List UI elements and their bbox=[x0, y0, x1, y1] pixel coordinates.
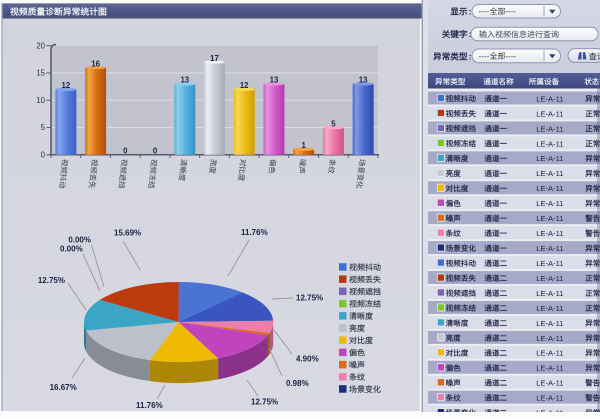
svg-text:LE-A-11: LE-A-11 bbox=[536, 124, 563, 133]
svg-text:12: 12 bbox=[62, 81, 71, 90]
svg-text:1: 1 bbox=[302, 141, 307, 150]
svg-text:----: ---- bbox=[506, 52, 517, 61]
svg-text:10: 10 bbox=[36, 96, 45, 105]
svg-text:12.75%: 12.75% bbox=[251, 398, 278, 407]
svg-text:16.67%: 16.67% bbox=[50, 383, 77, 392]
svg-text:5: 5 bbox=[331, 119, 336, 128]
svg-text::: : bbox=[469, 29, 472, 39]
svg-text:11.76%: 11.76% bbox=[241, 228, 268, 237]
svg-text:----: ---- bbox=[506, 7, 517, 16]
svg-text:4.90%: 4.90% bbox=[296, 355, 319, 364]
svg-text:LE-A-11: LE-A-11 bbox=[536, 229, 563, 238]
svg-text:0: 0 bbox=[123, 147, 128, 156]
svg-text:0: 0 bbox=[41, 150, 46, 159]
svg-text:20: 20 bbox=[36, 41, 45, 50]
svg-text:LE-A-11: LE-A-11 bbox=[536, 139, 563, 148]
svg-text:15: 15 bbox=[36, 69, 45, 78]
svg-text:12: 12 bbox=[240, 81, 249, 90]
svg-text:LE-A-11: LE-A-11 bbox=[536, 334, 563, 343]
svg-text:13: 13 bbox=[359, 76, 368, 85]
svg-text::: : bbox=[469, 51, 472, 61]
svg-text:LE-A-11: LE-A-11 bbox=[536, 319, 563, 328]
svg-text:LE-A-11: LE-A-11 bbox=[536, 154, 563, 163]
svg-text:5: 5 bbox=[41, 123, 46, 132]
svg-text:LE-A-11: LE-A-11 bbox=[536, 244, 563, 253]
svg-text:15.69%: 15.69% bbox=[114, 229, 141, 238]
svg-text:LE-A-11: LE-A-11 bbox=[536, 169, 563, 178]
svg-text:0.98%: 0.98% bbox=[286, 379, 309, 388]
svg-text:12.75%: 12.75% bbox=[296, 294, 323, 303]
svg-text:LE-A-11: LE-A-11 bbox=[536, 109, 563, 118]
svg-text:16: 16 bbox=[91, 59, 100, 68]
svg-text:LE-A-11: LE-A-11 bbox=[536, 259, 563, 268]
svg-text:13: 13 bbox=[180, 76, 189, 85]
svg-text:LE-A-11: LE-A-11 bbox=[536, 304, 563, 313]
svg-text:LE-A-11: LE-A-11 bbox=[536, 289, 563, 298]
svg-text:11.76%: 11.76% bbox=[136, 401, 163, 410]
svg-text:LE-A-11: LE-A-11 bbox=[536, 199, 563, 208]
svg-text:LE-A-11: LE-A-11 bbox=[536, 394, 563, 403]
svg-text:17: 17 bbox=[210, 54, 219, 63]
svg-text:----: ---- bbox=[479, 7, 490, 16]
svg-text:0: 0 bbox=[153, 147, 158, 156]
svg-text:LE-A-11: LE-A-11 bbox=[536, 184, 563, 193]
svg-text:----: ---- bbox=[479, 52, 490, 61]
svg-text:LE-A-11: LE-A-11 bbox=[536, 364, 563, 373]
svg-text:LE-A-11: LE-A-11 bbox=[536, 94, 563, 103]
svg-text:13: 13 bbox=[270, 76, 279, 85]
svg-text:0.00%: 0.00% bbox=[60, 245, 83, 254]
svg-text::: : bbox=[469, 6, 472, 16]
svg-text:LE-A-11: LE-A-11 bbox=[536, 214, 563, 223]
svg-text:0.00%: 0.00% bbox=[68, 236, 91, 245]
svg-text:12.75%: 12.75% bbox=[38, 276, 65, 285]
svg-text:LE-A-11: LE-A-11 bbox=[536, 379, 563, 388]
svg-text:LE-A-11: LE-A-11 bbox=[536, 349, 563, 358]
svg-text:LE-A-11: LE-A-11 bbox=[536, 274, 563, 283]
